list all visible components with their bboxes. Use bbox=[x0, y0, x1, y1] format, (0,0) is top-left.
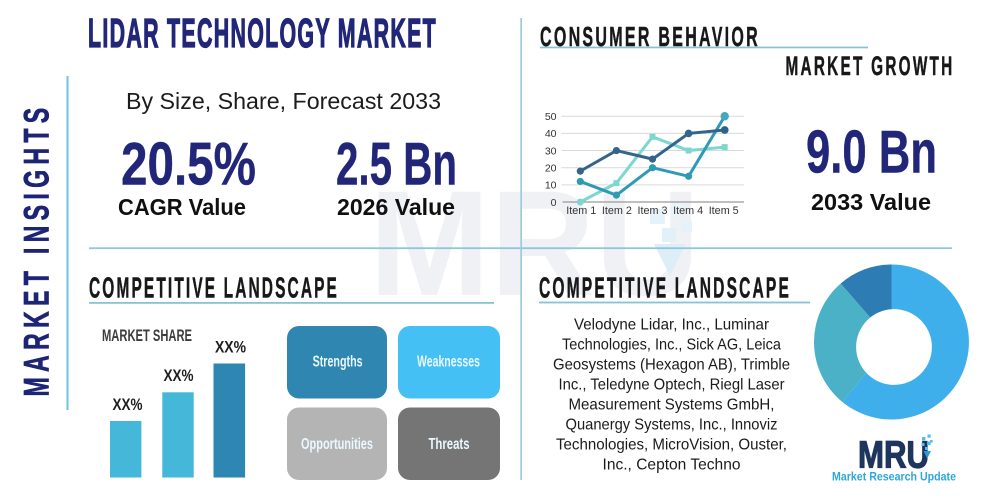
svg-text:Measurement Systems GmbH,: Measurement Systems GmbH, bbox=[569, 397, 775, 414]
svg-text:20.5%: 20.5% bbox=[121, 131, 256, 198]
svg-text:Inc., Teledyne Optech, Riegl L: Inc., Teledyne Optech, Riegl Laser bbox=[559, 377, 786, 394]
svg-text:Weaknesses: Weaknesses bbox=[417, 354, 480, 371]
svg-text:Item 4: Item 4 bbox=[673, 205, 703, 217]
svg-text:COMPETITIVE LANDSCAPE: COMPETITIVE LANDSCAPE bbox=[89, 273, 339, 305]
svg-text:Technologies, Inc., Sick AG, L: Technologies, Inc., Sick AG, Leica bbox=[562, 337, 781, 354]
svg-text:XX%: XX% bbox=[113, 395, 143, 414]
svg-text:MRU: MRU bbox=[369, 159, 700, 327]
svg-text:Velodyne Lidar, Inc., Luminar: Velodyne Lidar, Inc., Luminar bbox=[574, 317, 770, 334]
svg-text:0: 0 bbox=[551, 197, 557, 209]
svg-text:MRU: MRU bbox=[858, 435, 929, 477]
svg-text:MARKET INSIGHTS: MARKET INSIGHTS bbox=[17, 103, 56, 397]
svg-text:Item 3: Item 3 bbox=[637, 205, 667, 217]
svg-text:MARKET GROWTH: MARKET GROWTH bbox=[786, 51, 955, 81]
svg-text:40: 40 bbox=[545, 128, 557, 140]
svg-text:Item 1: Item 1 bbox=[566, 205, 596, 217]
svg-text:Market Research Update: Market Research Update bbox=[832, 472, 956, 484]
svg-text:CONSUMER BEHAVIOR: CONSUMER BEHAVIOR bbox=[540, 21, 760, 52]
svg-text:2026 Value: 2026 Value bbox=[337, 194, 455, 220]
svg-text:Item 5: Item 5 bbox=[709, 205, 739, 217]
svg-text:LIDAR TECHNOLOGY MARKET: LIDAR TECHNOLOGY MARKET bbox=[88, 10, 437, 56]
svg-text:XX%: XX% bbox=[164, 366, 194, 385]
svg-text:Strengths: Strengths bbox=[313, 354, 363, 371]
svg-text:Inc., Cepton Techno: Inc., Cepton Techno bbox=[603, 457, 741, 474]
svg-text:20: 20 bbox=[545, 163, 557, 175]
svg-text:Threats: Threats bbox=[429, 436, 470, 453]
svg-text:2.5 Bn: 2.5 Bn bbox=[336, 131, 457, 198]
svg-text:Quanergy Systems, Inc., Innovi: Quanergy Systems, Inc., Innoviz bbox=[566, 417, 778, 434]
svg-text:2033 Value: 2033 Value bbox=[811, 189, 931, 215]
svg-text:COMPETITIVE LANDSCAPE: COMPETITIVE LANDSCAPE bbox=[539, 273, 791, 305]
svg-text:50: 50 bbox=[545, 111, 557, 123]
svg-text:MARKET SHARE: MARKET SHARE bbox=[102, 327, 192, 345]
svg-text:9.0 Bn: 9.0 Bn bbox=[806, 119, 937, 186]
svg-text:Opportunities: Opportunities bbox=[301, 436, 373, 453]
svg-text:CAGR Value: CAGR Value bbox=[118, 194, 246, 220]
svg-text:Item 2: Item 2 bbox=[602, 205, 632, 217]
svg-text:XX%: XX% bbox=[215, 338, 246, 357]
svg-text:10: 10 bbox=[545, 180, 557, 192]
svg-text:30: 30 bbox=[545, 145, 557, 157]
svg-text:By Size, Share, Forecast 2033: By Size, Share, Forecast 2033 bbox=[126, 88, 441, 114]
svg-text:Technologies, MicroVision, Ous: Technologies, MicroVision, Ouster, bbox=[556, 437, 787, 454]
svg-text:Geosystems (Hexagon AB), Trimb: Geosystems (Hexagon AB), Trimble bbox=[553, 357, 790, 374]
